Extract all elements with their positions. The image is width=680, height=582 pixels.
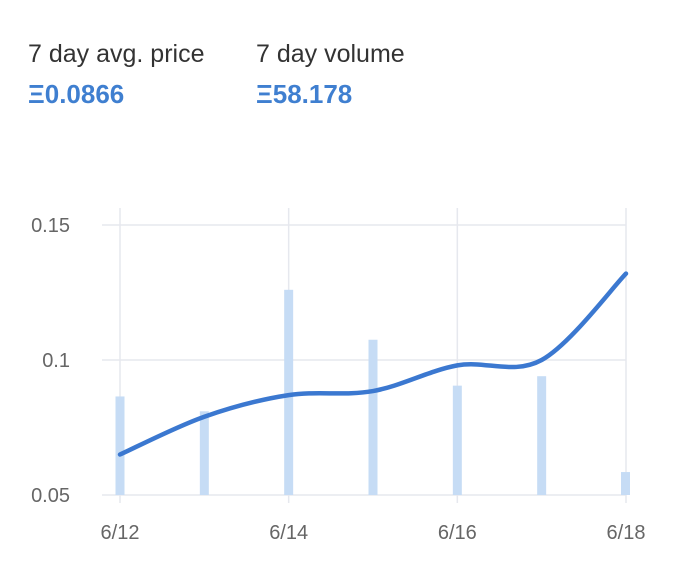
volume-label: 7 day volume (256, 40, 405, 68)
volume-bar (284, 289, 294, 495)
avg-price-value: Ξ0.0866 (28, 79, 125, 109)
volume-bar (199, 411, 209, 495)
volume-bar (368, 339, 378, 495)
x-tick-label: 6/16 (438, 522, 477, 544)
volume-bar (537, 376, 547, 495)
y-tick-label: 0.05 (31, 485, 70, 507)
volume-bars (115, 289, 630, 495)
volume-bar (452, 385, 462, 495)
x-tick-label: 6/14 (269, 522, 308, 544)
y-axis-ticks: 0.15 0.1 0.05 (31, 215, 70, 507)
volume-stat: 7 day volume Ξ58.178 (256, 40, 405, 110)
y-tick-label: 0.1 (42, 350, 70, 372)
x-axis-ticks: 6/12 6/14 6/16 6/18 (101, 522, 646, 544)
avg-price-label: 7 day avg. price (28, 40, 205, 68)
volume-value: Ξ58.178 (256, 79, 353, 109)
x-tick-label: 6/18 (607, 522, 646, 544)
y-tick-label: 0.15 (31, 215, 70, 237)
volume-bar (621, 472, 630, 495)
x-tick-label: 6/12 (101, 522, 140, 544)
avg-price-stat: 7 day avg. price Ξ0.0866 (28, 40, 205, 110)
volume-bar (115, 396, 125, 495)
price-line (117, 271, 629, 457)
price-line-path (117, 271, 629, 457)
